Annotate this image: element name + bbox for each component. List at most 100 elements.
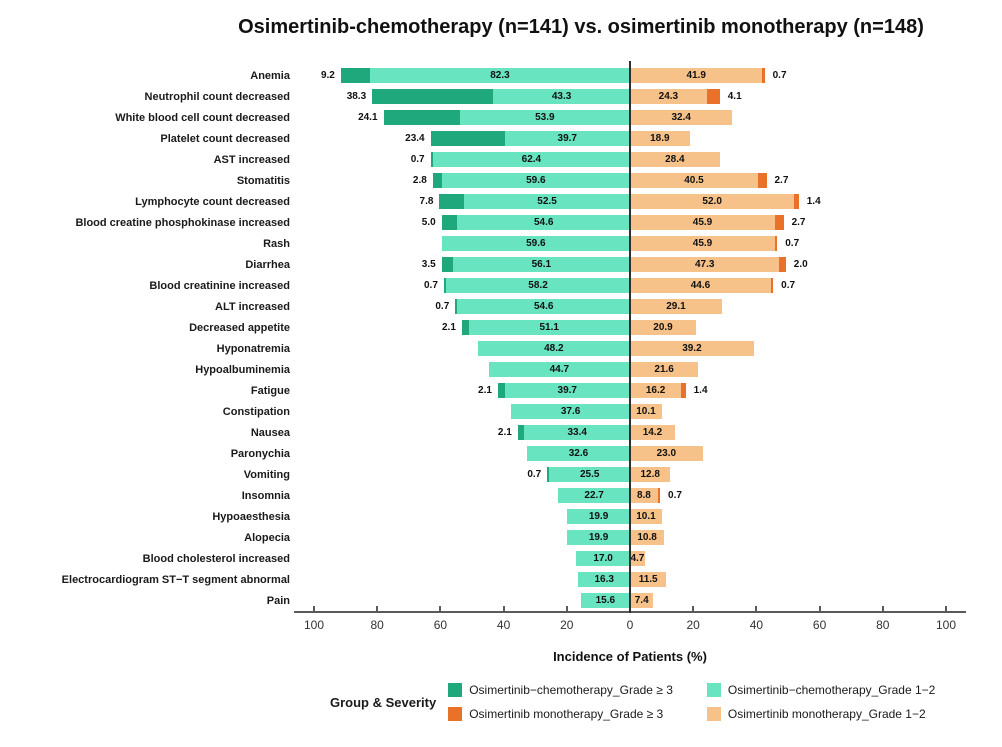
mono-grade12-segment: 23.0	[630, 446, 703, 461]
axis-tick	[818, 606, 821, 613]
axis-tick-label: 100	[935, 618, 957, 632]
axis-tick-label: 80	[370, 618, 384, 632]
mono-bar: 4.7	[630, 551, 645, 566]
bar-row: Vomiting 0.7 25.5 12.8	[0, 464, 1002, 485]
chemo_grade12-swatch	[706, 683, 721, 697]
chemo-grade3-segment	[517, 425, 525, 440]
row-plot: 0.7 58.2 0.7 44.6	[300, 275, 960, 296]
chemo-grade12-segment: 19.9	[567, 530, 630, 545]
mono-bar: 12.8	[630, 467, 671, 482]
chemo-bar: 16.3	[578, 572, 630, 587]
axis-tick-label: 0	[626, 618, 634, 632]
axis-tick-label: 20	[560, 618, 574, 632]
mono-bar: 8.8	[630, 488, 661, 503]
chemo-grade3-value: 7.8	[419, 196, 434, 207]
chemo-grade3-segment	[497, 383, 505, 398]
chart-title: Osimertinib-chemotherapy (n=141) vs. osi…	[238, 16, 924, 38]
x-axis-line: 100 80 60 40 20 0 20 40 60 80 100	[294, 606, 966, 641]
chemo-grade3-segment	[432, 173, 442, 188]
bar-row: Pain 15.6 7.4	[0, 590, 1002, 611]
axis-tick-label: 20	[686, 618, 700, 632]
row-plot: 2.1 33.4 14.2	[300, 422, 960, 443]
chemo-grade12-segment: 54.6	[457, 299, 630, 314]
row-plot: 37.6 10.1	[300, 401, 960, 422]
mono-grade3-value: 0.7	[772, 70, 787, 81]
chemo-bar: 53.9	[383, 110, 630, 125]
row-plot: 32.6 23.0	[300, 443, 960, 464]
chemo-bar: 58.2	[443, 278, 630, 293]
mono-grade3-value: 1.4	[806, 196, 821, 207]
mono-bar: 10.1	[630, 509, 662, 524]
mono-grade3-segment	[770, 278, 774, 293]
bar-row: Blood creatine phosphokinase increased 5.…	[0, 212, 1002, 233]
chemo-grade3-value: 9.2	[320, 70, 335, 81]
mono-bar: 10.1	[630, 404, 662, 419]
x-axis-label-row: Incidence of Patients (%)	[0, 649, 1002, 664]
chemo-grade3-value: 0.7	[527, 469, 542, 480]
row-plot: 3.5 56.1 2.0 47.3	[300, 254, 960, 275]
chemo-grade12-segment: 37.6	[511, 404, 630, 419]
axis-tick-label: 40	[749, 618, 764, 632]
axis-spacer	[0, 611, 300, 641]
chemo-grade3-segment	[455, 299, 458, 314]
bar-row: Hypoaesthesia 19.9 10.1	[0, 506, 1002, 527]
mono-bar: 14.2	[630, 425, 675, 440]
row-plot: 22.7 0.7 8.8	[300, 485, 960, 506]
chemo-grade3-segment	[372, 89, 494, 104]
axis-tick	[313, 606, 315, 613]
mono-grade3-value: 2.7	[791, 217, 806, 228]
chemo-bar: 17.0	[576, 551, 630, 566]
category-label: Anemia	[250, 69, 290, 82]
category-label: Nausea	[250, 426, 290, 439]
mono-grade12-segment: 40.5	[630, 173, 758, 188]
row-plot: 48.2 39.2	[300, 338, 960, 359]
bar-row: Hyponatremia 48.2 39.2	[0, 338, 1002, 359]
mono-grade3-segment	[657, 488, 661, 503]
chemo-grade3-segment	[430, 131, 505, 146]
chemo-grade3-segment	[461, 320, 469, 335]
chemo-grade3-value: 3.5	[421, 259, 436, 270]
mono-grade3-segment	[762, 68, 765, 83]
chemo-bar: 62.4	[430, 152, 630, 167]
chemo-grade3-value: 5.0	[421, 217, 436, 228]
mono-grade12-segment: 28.4	[630, 152, 720, 167]
mono-bar: 18.9	[630, 131, 690, 146]
chemo-grade12-segment: 43.3	[493, 89, 630, 104]
mono-grade3-segment	[775, 215, 784, 230]
legend-item: Osimertinib−chemotherapy_Grade 1−2	[706, 678, 935, 702]
chemo-bar: 52.5	[439, 194, 630, 209]
mono-grade3-segment	[794, 194, 799, 209]
mono-bar: 45.9	[630, 215, 784, 230]
category-label: Stomatitis	[236, 174, 290, 187]
legend-item: Osimertinib monotherapy_Grade 1−2	[706, 702, 935, 726]
mono-bar: 16.2	[630, 383, 686, 398]
chemo-grade12-segment: 33.4	[524, 425, 630, 440]
chemo-grade3-segment	[340, 68, 370, 83]
bar-row: ALT increased 0.7 54.6 29.1	[0, 296, 1002, 317]
x-axis: 100 80 60 40 20 0 20 40 60 80 100	[0, 606, 1002, 641]
row-plot: 59.6 0.7 45.9	[300, 233, 960, 254]
mono-bar: 11.5	[630, 572, 667, 587]
chemo-grade3-value: 2.1	[478, 385, 492, 396]
chemo-grade12-segment: 22.7	[558, 488, 630, 503]
chemo-grade12-segment: 16.3	[578, 572, 630, 587]
category-label: Lymphocyte count decreased	[135, 195, 290, 208]
mono-grade12-segment: 32.4	[630, 110, 733, 125]
mono-grade3-value: 2.7	[774, 175, 789, 186]
mono-bar: 20.9	[630, 320, 697, 335]
mono-grade3-segment	[757, 173, 767, 188]
chemo-grade12-segment: 62.4	[432, 152, 630, 167]
bar-row: Neutrophil count decreased 38.3 43.3 4.1 24.…	[0, 86, 1002, 107]
row-plot: 2.1 51.1 20.9	[300, 317, 960, 338]
chemo-bar: 43.3	[372, 89, 630, 104]
chemo-grade12-segment: 25.5	[549, 467, 630, 482]
bar-row: Fatigue 2.1 39.7 1.4 16.2	[0, 380, 1002, 401]
mono-bar: 52.0	[630, 194, 799, 209]
mono-grade3-segment	[681, 383, 686, 398]
chemo-bar: 51.1	[461, 320, 630, 335]
mono-grade3-value: 1.4	[693, 385, 708, 396]
chemo-bar: 54.6	[441, 215, 630, 230]
chemo-bar: 25.5	[547, 467, 630, 482]
chemo-grade12-segment: 19.9	[567, 509, 630, 524]
category-label: Decreased appetite	[189, 321, 290, 334]
